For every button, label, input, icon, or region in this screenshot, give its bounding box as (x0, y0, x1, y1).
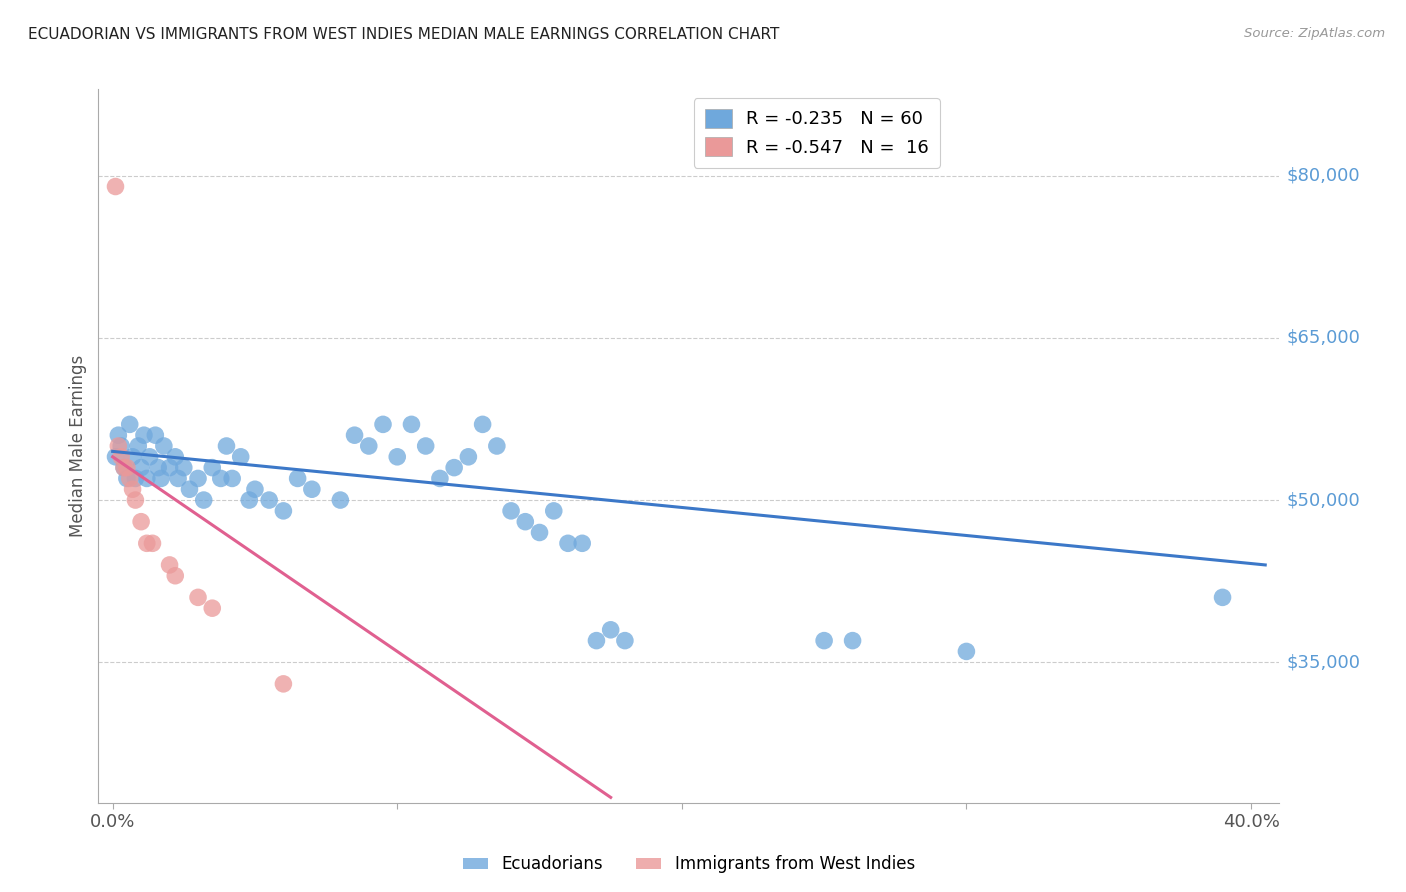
Point (429, 471, 451, 485)
Point (415, 439, 437, 453)
Point (585, 633, 607, 648)
Point (132, 428, 155, 442)
Point (143, 428, 166, 442)
Point (107, 428, 129, 442)
Point (599, 623, 621, 637)
Point (159, 558, 181, 572)
Point (187, 591, 209, 605)
Point (165, 568, 187, 582)
Text: ECUADORIAN VS IMMIGRANTS FROM WEST INDIES MEDIAN MALE EARNINGS CORRELATION CHART: ECUADORIAN VS IMMIGRANTS FROM WEST INDIE… (28, 27, 779, 42)
Point (529, 525, 551, 540)
Point (287, 471, 309, 485)
Point (357, 439, 380, 453)
Text: $65,000: $65,000 (1286, 329, 1361, 347)
Point (153, 439, 176, 453)
Point (150, 471, 173, 485)
Point (613, 633, 636, 648)
Point (273, 677, 295, 691)
Point (107, 439, 129, 453)
Point (257, 493, 280, 508)
Point (515, 515, 537, 529)
Point (387, 450, 409, 464)
Point (841, 633, 863, 648)
Point (243, 482, 266, 496)
Point (238, 493, 260, 508)
Point (343, 428, 366, 442)
Point (1212, 591, 1234, 605)
Point (401, 417, 423, 432)
Point (121, 482, 143, 496)
Point (485, 439, 508, 453)
Point (129, 460, 152, 475)
Point (215, 439, 238, 453)
Point (221, 471, 243, 485)
Point (329, 493, 352, 508)
Text: $35,000: $35,000 (1286, 653, 1361, 672)
Point (499, 504, 522, 518)
Point (209, 471, 232, 485)
Point (955, 644, 977, 658)
Legend: Ecuadorians, Immigrants from West Indies: Ecuadorians, Immigrants from West Indies (457, 849, 921, 880)
Point (201, 460, 224, 475)
Point (165, 450, 187, 464)
Point (118, 471, 141, 485)
Point (129, 515, 152, 529)
Point (173, 460, 195, 475)
Point (135, 471, 157, 485)
Point (201, 601, 224, 615)
Point (193, 493, 215, 508)
Text: $80,000: $80,000 (1286, 167, 1360, 185)
Point (124, 471, 146, 485)
Point (141, 536, 163, 550)
Point (557, 536, 579, 550)
Point (115, 460, 138, 475)
Text: Source: ZipAtlas.com: Source: ZipAtlas.com (1244, 27, 1385, 40)
Point (118, 417, 141, 432)
Text: $50,000: $50,000 (1286, 491, 1360, 509)
Point (104, 450, 127, 464)
Point (471, 417, 494, 432)
Point (167, 471, 190, 485)
Point (135, 536, 157, 550)
Point (371, 417, 394, 432)
Point (112, 460, 135, 475)
Point (124, 493, 146, 508)
Point (104, 179, 127, 194)
Point (127, 439, 149, 453)
Point (457, 450, 479, 464)
Point (121, 450, 143, 464)
Point (301, 482, 323, 496)
Point (187, 471, 209, 485)
Point (110, 439, 132, 453)
Point (112, 460, 135, 475)
Point (159, 460, 181, 475)
Point (229, 450, 252, 464)
Point (813, 633, 835, 648)
Point (115, 471, 138, 485)
Point (148, 460, 170, 475)
Point (138, 450, 160, 464)
Point (273, 504, 295, 518)
Point (179, 482, 201, 496)
Point (571, 536, 593, 550)
Point (110, 450, 132, 464)
Y-axis label: Median Male Earnings: Median Male Earnings (69, 355, 87, 537)
Point (543, 504, 565, 518)
Point (443, 460, 465, 475)
